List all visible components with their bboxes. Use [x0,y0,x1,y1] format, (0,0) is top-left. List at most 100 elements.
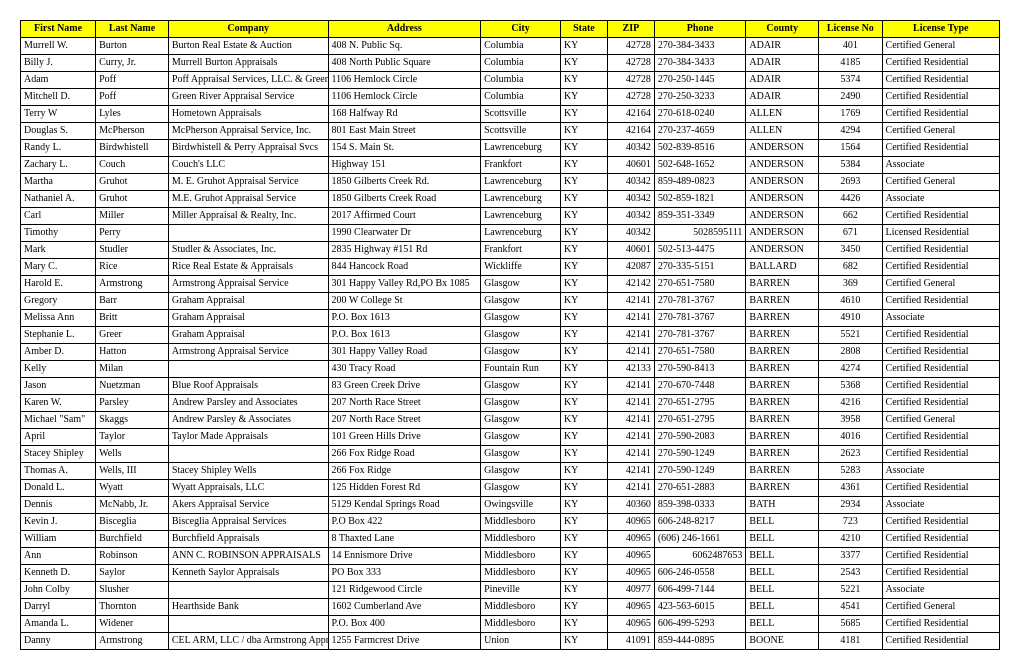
cell: John Colby [21,582,96,599]
table-row: DannyArmstrongCEL ARM, LLC / dba Armstro… [21,633,1000,650]
cell: 2623 [819,446,882,463]
cell: Scottsville [481,123,561,140]
table-row: Billy J.Curry, Jr.Murrell Burton Apprais… [21,55,1000,72]
cell: 270-651-2883 [654,480,746,497]
cell: BARREN [746,327,819,344]
cell: Lawrenceburg [481,191,561,208]
cell: Certified General [882,38,999,55]
cell: Associate [882,497,999,514]
cell: Union [481,633,561,650]
cell: 207 North Race Street [328,412,481,429]
cell: KY [560,361,607,378]
cell: 270-590-1249 [654,446,746,463]
cell: (606) 246-1661 [654,531,746,548]
cell: Middlesboro [481,565,561,582]
cell: 270-335-5151 [654,259,746,276]
cell: ADAIR [746,38,819,55]
cell: Terry W [21,106,96,123]
table-row: GregoryBarrGraham Appraisal200 W College… [21,293,1000,310]
cell: Burton [96,38,169,55]
table-row: AnnRobinsonANN C. ROBINSON APPRAISALS14 … [21,548,1000,565]
cell: Kenneth Saylor Appraisals [168,565,328,582]
cell: Certified Residential [882,361,999,378]
cell: 5283 [819,463,882,480]
cell: Glasgow [481,344,561,361]
cell: 207 North Race Street [328,395,481,412]
cell: 270-651-2795 [654,395,746,412]
cell: Certified Residential [882,514,999,531]
cell: 42141 [607,310,654,327]
cell: 4426 [819,191,882,208]
cell: Rice Real Estate & Appraisals [168,259,328,276]
cell: 40342 [607,140,654,157]
cell: Akers Appraisal Service [168,497,328,514]
cell: Certified Residential [882,327,999,344]
cell: 502-513-4475 [654,242,746,259]
cell: Mark [21,242,96,259]
cell [168,361,328,378]
cell: Stacey Shipley Wells [168,463,328,480]
cell: Barr [96,293,169,310]
cell: 42141 [607,412,654,429]
cell: 5521 [819,327,882,344]
table-row: TimothyPerry1990 Clearwater DrLawrencebu… [21,225,1000,242]
cell: KY [560,514,607,531]
cell: 2490 [819,89,882,106]
cell: Glasgow [481,327,561,344]
cell: BARREN [746,361,819,378]
cell: KY [560,123,607,140]
cell: Kevin J. [21,514,96,531]
cell: Lawrenceburg [481,225,561,242]
cell: KY [560,497,607,514]
cell: BELL [746,582,819,599]
table-row: Terry WLylesHometown Appraisals168 Halfw… [21,106,1000,123]
cell: KY [560,276,607,293]
cell: BOONE [746,633,819,650]
cell: Widener [96,616,169,633]
cell: McPherson [96,123,169,140]
cell: Danny [21,633,96,650]
cell: Taylor [96,429,169,446]
cell: Glasgow [481,276,561,293]
cell: Darryl [21,599,96,616]
cell: Murrell Burton Appraisals [168,55,328,72]
table-row: Karen W.ParsleyAndrew Parsley and Associ… [21,395,1000,412]
cell: Certified Residential [882,89,999,106]
cell: KY [560,633,607,650]
col-header: Company [168,21,328,38]
cell: 1106 Hemlock Circle [328,89,481,106]
cell: Hearthside Bank [168,599,328,616]
cell: Certified Residential [882,378,999,395]
cell: Armstrong [96,633,169,650]
cell: Gruhot [96,191,169,208]
cell: Columbia [481,55,561,72]
table-row: DarrylThorntonHearthside Bank1602 Cumber… [21,599,1000,616]
cell: Amanda L. [21,616,96,633]
cell: April [21,429,96,446]
table-row: Melissa AnnBrittGraham AppraisalP.O. Box… [21,310,1000,327]
cell: Lyles [96,106,169,123]
cell: 42141 [607,378,654,395]
table-row: Stacey ShipleyWells266 Fox Ridge RoadGla… [21,446,1000,463]
cell: 42141 [607,480,654,497]
cell: Certified Residential [882,344,999,361]
cell: 3377 [819,548,882,565]
cell: Melissa Ann [21,310,96,327]
cell: 42728 [607,89,654,106]
cell: 270-651-7580 [654,344,746,361]
cell: 4274 [819,361,882,378]
cell: 121 Ridgewood Circle [328,582,481,599]
cell: KY [560,446,607,463]
cell: Thornton [96,599,169,616]
table-row: Amanda L.WidenerP.O. Box 400MiddlesboroK… [21,616,1000,633]
cell: BARREN [746,480,819,497]
cell: 266 Fox Ridge Road [328,446,481,463]
cell: 4181 [819,633,882,650]
cell: KY [560,310,607,327]
cell: 3958 [819,412,882,429]
table-row: Kenneth D.SaylorKenneth Saylor Appraisal… [21,565,1000,582]
cell: M. E. Gruhot Appraisal Service [168,174,328,191]
cell: Wyatt [96,480,169,497]
cell: Certified Residential [882,616,999,633]
cell: 502-648-1652 [654,157,746,174]
